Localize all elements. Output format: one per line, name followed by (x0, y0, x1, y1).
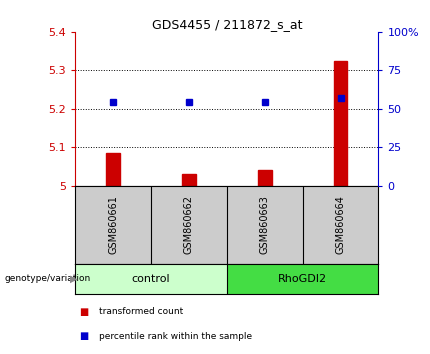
Text: ▶: ▶ (70, 274, 77, 284)
Text: RhoGDI2: RhoGDI2 (278, 274, 327, 284)
Text: GSM860664: GSM860664 (335, 195, 346, 254)
Text: GSM860663: GSM860663 (260, 195, 270, 254)
Text: GSM860662: GSM860662 (184, 195, 194, 254)
Bar (227, 186, 303, 264)
Bar (303, 186, 378, 264)
Bar (227, 264, 378, 294)
Bar (334, 61, 347, 186)
Bar (75, 186, 151, 264)
Text: ■: ■ (80, 307, 89, 316)
Text: control: control (132, 274, 170, 284)
Text: percentile rank within the sample: percentile rank within the sample (99, 332, 252, 341)
Bar (106, 153, 120, 186)
Bar (75, 264, 227, 294)
Bar (258, 170, 271, 186)
Text: ■: ■ (80, 331, 89, 341)
Text: transformed count: transformed count (99, 307, 183, 316)
Bar (151, 186, 227, 264)
Text: GSM860661: GSM860661 (108, 195, 118, 254)
Text: genotype/variation: genotype/variation (4, 274, 91, 283)
Bar (182, 173, 196, 186)
Title: GDS4455 / 211872_s_at: GDS4455 / 211872_s_at (152, 18, 302, 31)
